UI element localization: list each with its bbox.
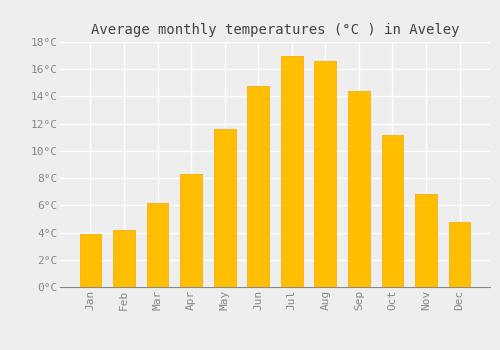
Bar <box>448 222 470 287</box>
Title: Average monthly temperatures (°C ) in Aveley: Average monthly temperatures (°C ) in Av… <box>91 23 459 37</box>
Bar <box>281 56 302 287</box>
Bar <box>113 230 135 287</box>
Bar <box>146 203 169 287</box>
Bar <box>248 85 269 287</box>
Bar <box>80 234 102 287</box>
Bar <box>348 91 370 287</box>
Bar <box>314 61 336 287</box>
Bar <box>415 195 437 287</box>
Bar <box>180 174 202 287</box>
Bar <box>214 129 236 287</box>
Bar <box>382 134 404 287</box>
